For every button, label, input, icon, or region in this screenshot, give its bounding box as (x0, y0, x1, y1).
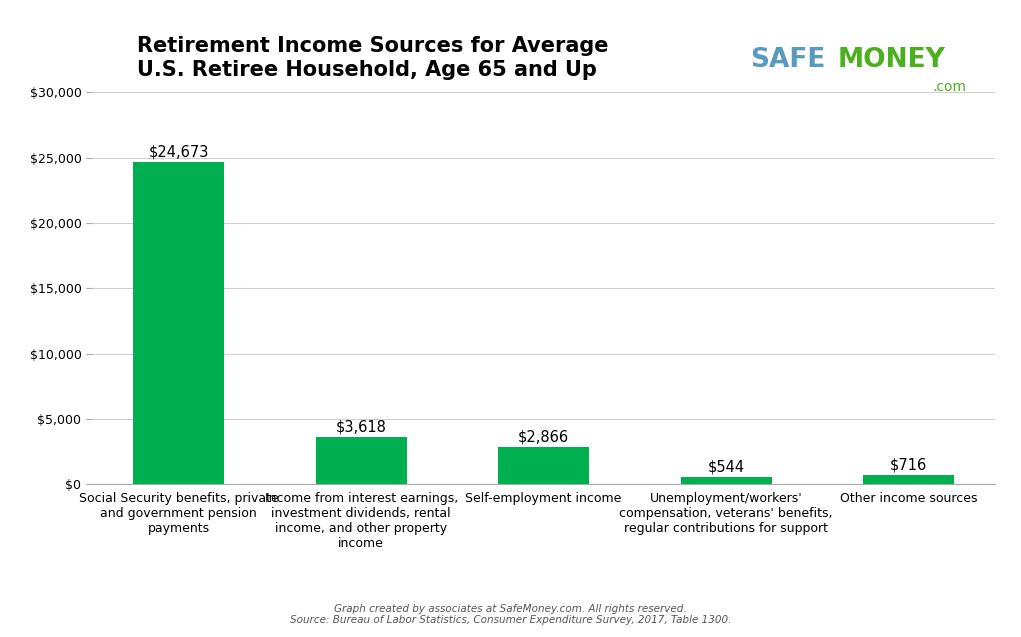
Bar (863, 475, 955, 484)
Text: .com: .com (933, 80, 967, 94)
Text: $2,866: $2,866 (518, 429, 570, 445)
Text: $716: $716 (890, 457, 927, 473)
Bar (133, 162, 225, 484)
Text: Graph created by associates at SafeMoney.com. All rights reserved.: Graph created by associates at SafeMoney… (334, 603, 687, 613)
Bar (681, 477, 772, 484)
Text: MONEY: MONEY (837, 47, 945, 73)
Bar (498, 447, 589, 484)
Text: $24,673: $24,673 (148, 145, 208, 160)
Text: Source: Bureau of Labor Statistics, Consumer Expenditure Survey, 2017, Table 130: Source: Bureau of Labor Statistics, Cons… (290, 615, 731, 625)
Text: SAFE: SAFE (750, 47, 826, 73)
Text: $544: $544 (708, 460, 744, 475)
Bar (315, 437, 406, 484)
Text: Retirement Income Sources for Average
U.S. Retiree Household, Age 65 and Up: Retirement Income Sources for Average U.… (137, 36, 609, 80)
Text: $3,618: $3,618 (336, 420, 387, 434)
